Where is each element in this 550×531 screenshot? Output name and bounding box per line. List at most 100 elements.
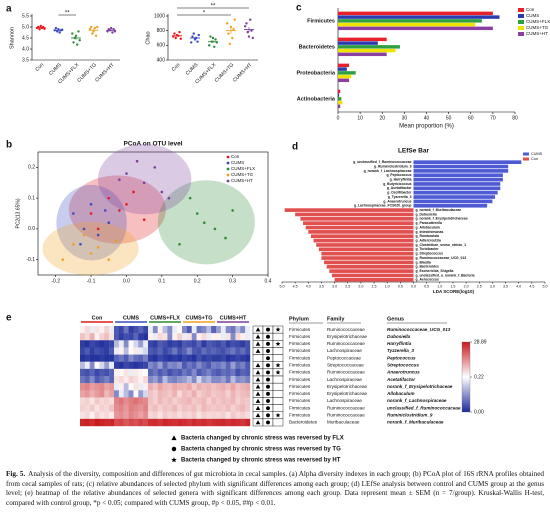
circle-symbol [266,334,270,339]
heatmap-cell [148,354,154,362]
heatmap-cell [201,361,207,370]
star-symbol [275,412,281,418]
data-point [227,32,230,35]
heatmap-cell [245,340,251,348]
table-header: Phylum [289,316,309,322]
heatmap-cell [138,376,144,384]
heatmap-cell [225,390,231,398]
heatmap-cell [230,354,236,362]
taxon-label: g_unclassified_o_norank_f_Bacteria [416,273,475,277]
data-point [251,36,254,40]
heatmap-cell [216,376,222,384]
heatmap-cell [240,347,246,355]
heatmap-cell [167,404,173,412]
heatmap-cell [206,397,212,405]
heatmap-cell [220,383,226,391]
data-point [203,221,206,225]
symbol-legend-label: Bacteria changed by chronic stress was r… [181,447,341,453]
taxon-label: g_Peptococcus [386,173,411,177]
heatmap-cell [182,404,188,412]
x-tick-label: 0 [337,115,340,121]
taxon-label: g_Turicibacter [416,247,440,251]
symbol-cell [272,397,284,405]
genus-label: norank_f_Lachnospiraceae [387,398,447,403]
heatmap-cell [245,397,251,405]
heatmap-cell [143,347,149,355]
heatmap-cell [133,383,139,391]
bar [329,269,414,273]
data-point [82,227,86,231]
heatmap-cell [162,354,168,362]
taxon-label: g_Bacteroides [416,265,439,269]
heatmap-cell [240,376,246,384]
legend-label: Con [526,7,535,12]
heatmap-cell [148,411,154,420]
heatmap-cell [225,340,231,348]
data-point [112,28,115,31]
heatmap-cell [89,333,95,341]
heatmap-cell [148,404,154,412]
heatmap-cell [162,326,168,334]
legend-swatch [518,32,524,36]
data-point [245,22,248,25]
taxon-label: g_unclassified_f_Ruminococcaceae [353,160,411,164]
data-point [113,30,117,33]
heatmap-cell [80,418,86,427]
data-point [79,242,82,246]
heatmap-cell [104,347,110,355]
heatmap-cell [162,333,168,341]
data-point [89,212,93,215]
heatmap-cell [230,333,236,341]
data-point [244,25,247,28]
heatmap-cell [191,383,197,391]
data-point [190,41,193,44]
heatmap-cell [206,418,212,427]
heatmap-cell [235,340,241,348]
data-point [82,233,86,237]
heatmap-cell [89,418,95,427]
heatmap-cell [94,333,100,341]
data-point [89,25,93,29]
heatmap-cell [172,354,178,362]
heatmap-cell [123,326,129,334]
heatmap-cell [80,361,86,370]
heatmap-cell [206,361,212,370]
heatmap-cell [128,347,134,355]
legend-swatch [523,157,529,161]
heatmap-cell [157,397,163,405]
triangle-symbol [255,412,261,418]
family-label: Muribaculaceae [327,420,360,425]
x-tick-label: 0.4 [265,278,272,284]
bar [318,247,414,252]
taxon-label: g_Tyzzerella_3 [388,195,412,199]
taxon-label: g_norank_f_Lachnospiraceae [364,169,412,173]
heatmap-cell [99,347,105,355]
data-point [107,221,111,225]
bar [284,208,414,212]
x-tick-label: 4.5 [293,284,298,288]
data-point [196,40,199,43]
heatmap-cell [104,354,110,362]
circle-symbol [266,363,270,368]
data-point [38,28,41,31]
y-tick-label: 4.5 [22,35,29,41]
heatmap-cell [143,397,149,405]
significance-label: ** [65,11,70,17]
heatmap-cell [172,404,178,412]
heatmap-cell [114,326,120,334]
heatmap-cell [220,411,226,420]
heatmap-cell [201,411,207,420]
triangle-symbol [171,435,177,441]
family-label: Ruminococcaceae [327,341,365,346]
heatmap-cell [225,326,231,334]
heatmap-cell [109,418,115,427]
category-label: Proteobacteria [296,70,335,76]
legend-label: Con [231,154,240,159]
legend-swatch [518,26,524,30]
bar [413,199,493,204]
heatmap-cell [191,418,197,427]
heatmap-cell [216,411,222,420]
heatmap-cell [220,347,226,355]
heatmap-cell [152,397,158,405]
heatmap-cell [172,361,178,370]
